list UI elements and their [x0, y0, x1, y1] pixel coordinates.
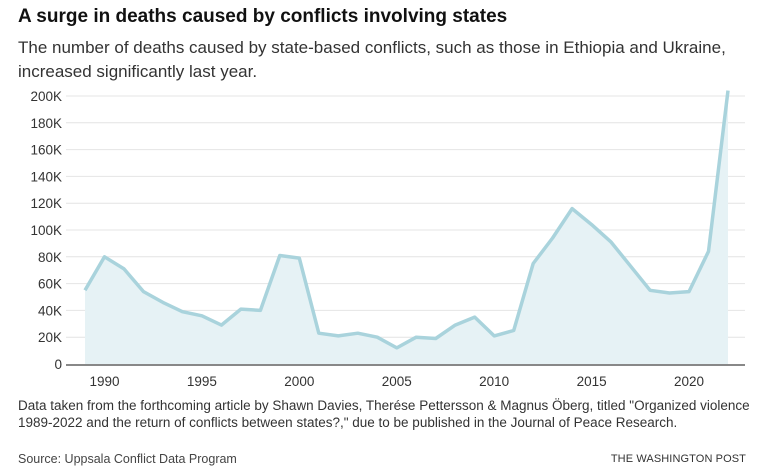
y-tick-label: 40K — [38, 303, 62, 318]
area-fill — [85, 90, 728, 364]
x-tick-label: 2005 — [382, 374, 412, 389]
publisher-credit: THE WASHINGTON POST — [610, 453, 746, 465]
x-tick-label: 2010 — [479, 374, 509, 389]
y-tick-label: 60K — [38, 277, 62, 292]
data-note: Data taken from the forthcoming article … — [18, 398, 750, 430]
x-tick-label: 1990 — [89, 374, 119, 389]
y-tick-label: 140K — [30, 169, 62, 184]
source-text: Source: Uppsala Conflict Data Program — [18, 452, 237, 466]
y-tick-label: 0 — [54, 357, 62, 372]
x-tick-label: 2020 — [674, 374, 704, 389]
series-line — [83, 90, 730, 350]
y-tick-label: 100K — [30, 223, 62, 238]
x-tick-label: 2015 — [577, 374, 607, 389]
chart-title: A surge in deaths caused by conflicts in… — [18, 6, 508, 27]
y-tick-label: 20K — [38, 330, 62, 345]
y-tick-label: 180K — [30, 116, 62, 131]
x-tick-label: 2000 — [284, 374, 314, 389]
y-tick-label: 200K — [30, 89, 62, 104]
chart-subtitle: The number of deaths caused by state-bas… — [18, 38, 726, 81]
y-tick-label: 160K — [30, 143, 62, 158]
x-tick-label: 1995 — [187, 374, 217, 389]
y-tick-label: 80K — [38, 250, 62, 265]
y-tick-label: 120K — [30, 196, 62, 211]
